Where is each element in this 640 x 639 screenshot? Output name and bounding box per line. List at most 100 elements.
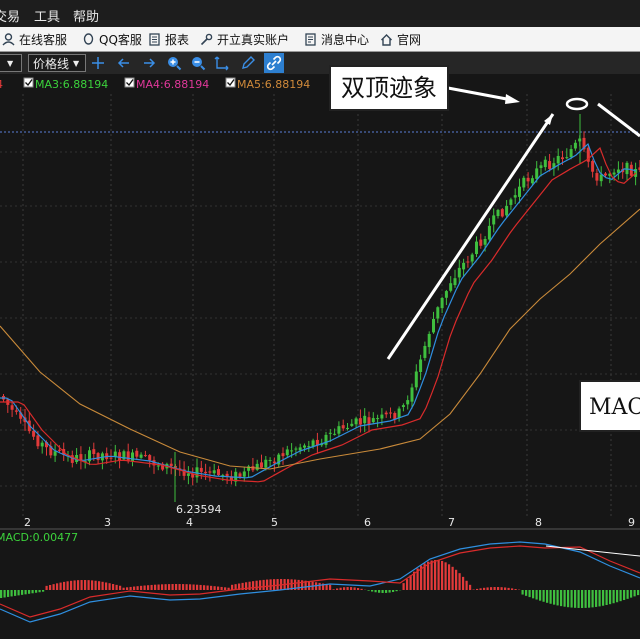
menu-item-help[interactable]: 帮助 — [73, 10, 100, 25]
candle-body — [358, 418, 362, 425]
menu-item-trade[interactable]: 交易 — [0, 10, 21, 25]
main-toolbar: 在线客服 QQ客服 报表 开立真实账户 消息中心 官网 — [0, 27, 640, 52]
macd-bar — [112, 584, 115, 590]
price-chart[interactable]: 4 MA3:6.88194 MA4:6.88194 MA5:6.88194 6.… — [0, 74, 640, 639]
ma-line-red — [0, 146, 637, 483]
candle-body — [118, 452, 122, 461]
macd-bar — [633, 590, 636, 597]
candle-body — [255, 463, 259, 470]
candle-body — [371, 418, 375, 423]
macd-bar — [539, 590, 542, 601]
candle-body — [337, 426, 341, 434]
candle-body — [457, 267, 461, 278]
candle-body — [586, 147, 590, 162]
candle-body — [616, 169, 620, 173]
candle-body — [513, 195, 517, 198]
candle-body — [328, 432, 332, 434]
message-center-label: 消息中心 — [321, 33, 370, 47]
line-type-select[interactable]: 价格线 ▼ — [28, 54, 86, 72]
macd-bar — [262, 579, 265, 590]
macd-bar — [567, 590, 570, 608]
menu-bar: 交易 工具 帮助 — [0, 0, 640, 28]
candle-body — [315, 439, 319, 446]
candle-body — [260, 462, 263, 468]
macd-trend-line — [545, 545, 640, 557]
macd-bar — [35, 590, 38, 593]
macd-bar — [318, 582, 321, 590]
candle-body — [212, 470, 216, 474]
qq-service-button[interactable]: QQ客服 — [82, 31, 142, 48]
candle-body — [608, 173, 612, 176]
x-axis: 2 3 4 5 6 7 8 9 — [24, 516, 635, 529]
menu-item-tools[interactable]: 工具 — [34, 10, 61, 25]
macd-bar — [416, 568, 419, 590]
candle-body — [156, 465, 160, 467]
macd-bar — [343, 587, 346, 590]
open-account-button[interactable]: 开立真实账户 — [200, 31, 289, 48]
online-service-button[interactable]: 在线客服 — [2, 31, 67, 48]
macd-bar — [385, 590, 388, 593]
candle-body — [96, 453, 100, 461]
x-tick-label: 9 — [628, 516, 635, 529]
candle-body — [350, 423, 354, 426]
link-icon[interactable] — [264, 53, 284, 73]
candle-body — [483, 238, 487, 245]
macd-bar — [220, 586, 223, 590]
pencil-icon[interactable] — [240, 55, 256, 71]
candle-body — [518, 186, 521, 197]
axis-icon[interactable] — [214, 55, 230, 71]
macd-bar — [185, 584, 188, 590]
arrow-right-icon[interactable] — [141, 55, 157, 71]
candle-body — [268, 460, 272, 462]
zoom-out-icon[interactable] — [190, 55, 206, 71]
macd-bar — [84, 580, 87, 590]
report-button[interactable]: 报表 — [148, 31, 189, 48]
macd-bar — [31, 590, 34, 594]
candle-body — [126, 451, 130, 462]
macd-bar — [560, 590, 563, 607]
candle-body — [543, 159, 547, 168]
candle-body — [367, 417, 371, 425]
macd-bar — [238, 583, 241, 590]
official-site-button[interactable]: 官网 — [380, 31, 421, 48]
macd-bar — [150, 584, 153, 590]
macd-bar — [133, 586, 136, 590]
macd-bar — [129, 586, 132, 590]
zoom-in-icon[interactable] — [166, 55, 182, 71]
candle-body — [414, 371, 418, 388]
candle-body — [526, 177, 530, 182]
macd-bar — [521, 590, 524, 595]
macd-panel — [0, 541, 640, 623]
macd-bar — [476, 588, 479, 590]
candle-body — [410, 387, 414, 402]
macd-bar — [213, 586, 216, 590]
candle-body — [264, 459, 268, 468]
candle-body — [556, 155, 560, 164]
macd-bar — [595, 590, 598, 607]
candle-body — [565, 157, 569, 159]
crosshair-icon[interactable] — [90, 55, 106, 71]
macd-bar — [322, 583, 325, 590]
timeframe-select[interactable]: ▼ — [0, 54, 22, 72]
macd-bar — [388, 590, 391, 593]
candle-body — [479, 239, 483, 246]
macd-bar — [119, 585, 122, 590]
annotation-arrow — [597, 102, 640, 138]
arrow-left-icon[interactable] — [116, 55, 132, 71]
macd-bar — [441, 560, 444, 590]
macd-bar — [371, 590, 374, 592]
macd-bar — [290, 579, 293, 590]
macd-bar — [276, 579, 279, 590]
macd-bar — [581, 590, 584, 608]
candle-body — [45, 442, 48, 448]
macd-bar — [42, 590, 45, 592]
moving-averages — [0, 142, 640, 483]
macd-bar — [483, 587, 486, 590]
macd-bar — [7, 590, 10, 597]
message-center-button[interactable]: 消息中心 — [304, 31, 369, 48]
candle-body — [397, 408, 401, 418]
candle-body — [470, 254, 474, 262]
macd-bar — [77, 580, 80, 590]
macd-bar — [252, 581, 255, 590]
ma5-legend: MA5:6.88194 — [237, 78, 310, 91]
